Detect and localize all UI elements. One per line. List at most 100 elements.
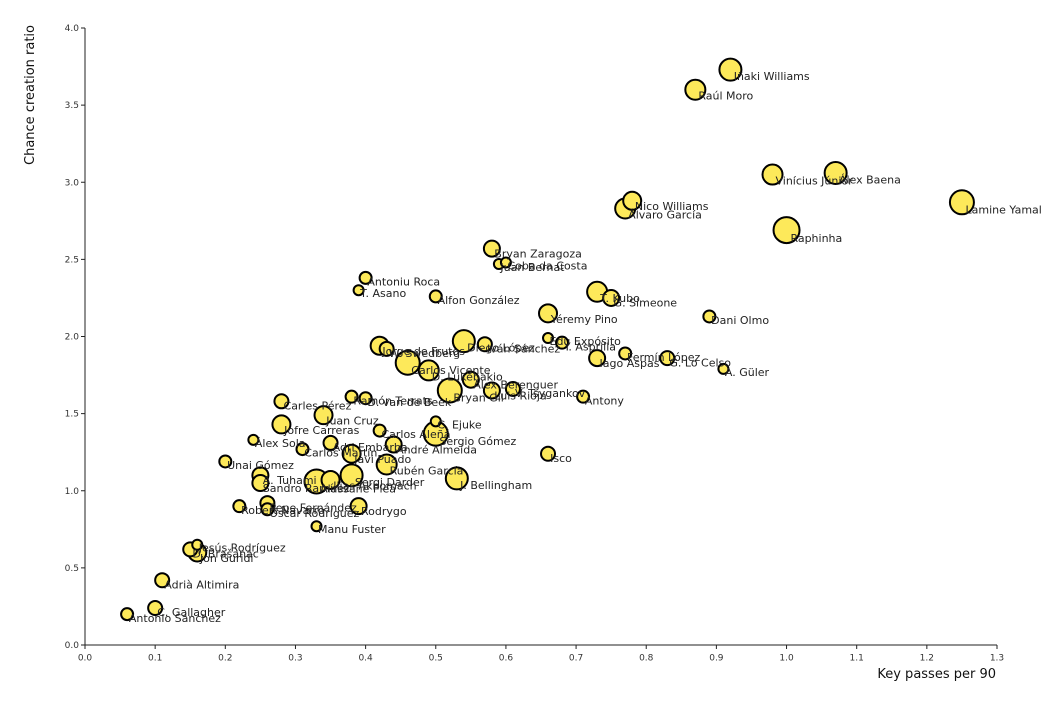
point-label: D. Lukébakio — [432, 370, 503, 383]
y-axis-title: Chance creation ratio — [23, 25, 38, 165]
point-label: Alex Berenguer — [473, 378, 558, 391]
x-tick-label: 0.1 — [148, 654, 162, 664]
point-label: Álvaro García — [628, 208, 702, 221]
point-label: Carlos Aleñá — [381, 428, 450, 441]
data-point — [618, 346, 633, 361]
x-tick-label: 0.6 — [499, 654, 514, 664]
y-tick-label: 0.5 — [65, 564, 79, 574]
data-point — [372, 423, 387, 438]
point-label: V. Tsygankov — [515, 387, 586, 400]
point-label: Juan Cruz — [325, 415, 379, 428]
point-label: C. Ejuke — [437, 418, 482, 431]
data-point — [555, 335, 570, 350]
point-label: Álex Sola — [255, 437, 306, 450]
point-label: A. Tuhami — [263, 474, 317, 487]
data-point — [948, 189, 975, 216]
point-label: Jon Guridi — [199, 552, 254, 565]
data-point — [602, 288, 621, 307]
point-label: G. Simeone — [614, 297, 678, 310]
data-point — [718, 57, 743, 82]
point-label: Edu Expósito — [550, 335, 622, 348]
point-label: Vinícius Júnior — [776, 175, 854, 188]
data-point — [622, 190, 643, 211]
data-point — [482, 239, 501, 258]
data-point — [436, 377, 463, 404]
point-label: T. Asano — [359, 287, 406, 300]
point-label: Iván Sánchez — [487, 342, 560, 355]
point-label: A. Güler — [725, 366, 770, 379]
data-point — [313, 405, 334, 426]
point-label: Manu Fuster — [318, 523, 386, 536]
point-label: Sergi Darder — [355, 476, 425, 489]
point-label: Ramón Terrats — [353, 394, 433, 407]
data-point — [251, 474, 270, 493]
data-point — [232, 499, 247, 514]
point-label: Robert Navarro — [241, 504, 325, 517]
point-label: Sandro Ramírez — [263, 482, 350, 495]
x-tick-label: 1.2 — [920, 654, 934, 664]
point-label: D. Brašanac — [192, 548, 259, 561]
data-point — [717, 362, 730, 375]
point-label: Jorge de Frutos — [381, 345, 465, 358]
data-point — [218, 454, 233, 469]
point-label: Adri Embarba — [333, 441, 408, 454]
point-label: Carlos Martín — [304, 447, 377, 460]
data-point — [271, 414, 292, 435]
data-point — [444, 466, 469, 491]
y-tick-label: 0.0 — [65, 641, 80, 651]
point-label: André Almeida — [396, 443, 477, 456]
y-tick-label: 4.0 — [65, 24, 80, 34]
data-point — [260, 502, 275, 517]
point-label: Ilias Akhomach — [333, 479, 416, 492]
data-point — [247, 433, 260, 446]
y-tick-label: 3.0 — [65, 178, 80, 188]
point-label: Sergio Gómez — [439, 435, 516, 448]
point-label: Alassane Pléa — [320, 483, 396, 496]
y-tick-label: 1.0 — [65, 487, 80, 497]
point-label: C. Gallagher — [157, 606, 226, 619]
data-point — [147, 599, 164, 616]
point-label: Fermín López — [627, 351, 700, 364]
data-point — [429, 415, 442, 428]
point-label: J. Bellingham — [459, 479, 532, 492]
x-tick-label: 0.5 — [429, 654, 443, 664]
data-point — [823, 160, 848, 185]
x-tick-label: 0.4 — [358, 654, 373, 664]
point-label: Pepe Fernández — [270, 501, 358, 514]
data-points — [120, 57, 975, 622]
data-point — [540, 445, 557, 462]
x-tick-label: 1.0 — [779, 654, 794, 664]
point-label: Iago Aspas — [600, 357, 660, 370]
data-point — [576, 389, 591, 404]
point-label: Rodrygo — [361, 505, 407, 518]
point-label: Coba da Costa — [507, 259, 587, 272]
data-point — [120, 607, 135, 622]
x-tick-label: 0.2 — [218, 654, 232, 664]
data-point — [538, 303, 559, 324]
data-point — [482, 381, 501, 400]
data-point — [499, 256, 512, 269]
point-label: Diego López — [467, 342, 535, 355]
data-point — [428, 289, 443, 304]
data-point — [476, 336, 493, 353]
point-label: Óscar Rodríguez — [269, 507, 359, 520]
x-ticks: 0.0 0.1 0.2 0.3 0.4 0.5 0.6 0.7 0.8 0.9 1.0 1.1 1.2 1… — [78, 645, 1004, 664]
point-label: Dani Olmo — [711, 314, 769, 327]
point-label: Unai Gómez — [227, 459, 294, 472]
data-point — [295, 442, 310, 457]
data-point — [375, 453, 398, 476]
point-label: W. Swedberg — [389, 347, 460, 360]
data-point — [322, 434, 339, 451]
data-point — [191, 538, 204, 551]
data-point — [659, 350, 676, 367]
point-label: Yéremy Pino — [550, 313, 618, 326]
x-tick-label: 0.8 — [639, 654, 654, 664]
point-label: Raúl Moro — [698, 90, 753, 103]
data-point — [504, 380, 521, 397]
x-tick-label: 0.0 — [78, 654, 93, 664]
data-point — [310, 520, 323, 533]
point-label: D. van de Beek — [367, 396, 452, 409]
data-point — [461, 370, 480, 389]
y-tick-label: 2.0 — [65, 333, 80, 343]
